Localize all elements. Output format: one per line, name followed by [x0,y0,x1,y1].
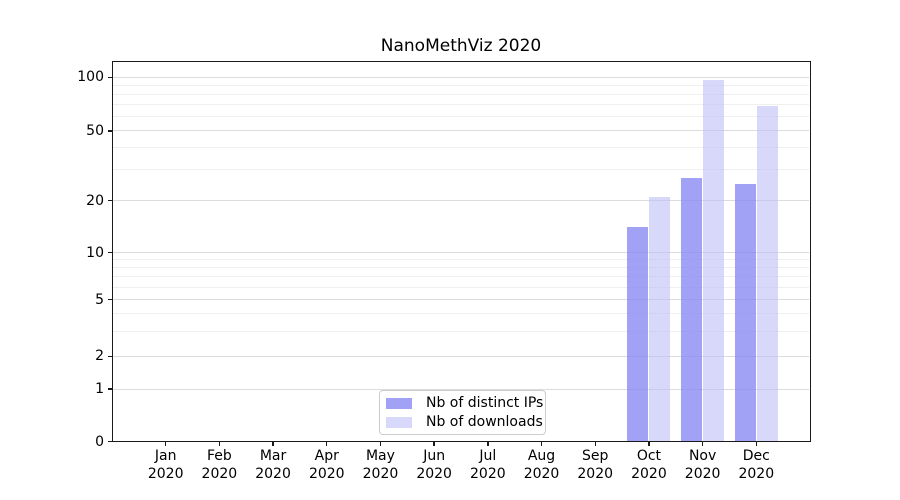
legend-label-distinct-ips: Nb of distinct IPs [426,395,544,411]
legend-item-distinct-ips: Nb of distinct IPs [386,394,544,412]
x-axis-tick-label: Nov 2020 [684,448,721,482]
x-axis-tick-label: Apr 2020 [308,448,345,482]
y-tick-mark [108,441,112,443]
gridline-major [113,200,809,202]
legend-swatch-downloads [386,416,412,428]
y-tick-mark [108,76,112,78]
y-axis-tick-label: 1 [95,381,104,398]
gridline-major [113,252,809,254]
gridline-major [113,388,809,390]
x-tick-mark [272,441,274,446]
gridline-minor [113,116,809,118]
x-axis-tick-label: Jan 2020 [147,448,184,482]
gridline-minor [113,267,809,269]
x-axis-tick-label: Oct 2020 [631,448,667,482]
x-axis-tick-label: Mar 2020 [255,448,291,482]
y-axis-tick-label: 20 [86,192,104,209]
gridline-minor [113,313,809,315]
x-axis-tick-label: Sep 2020 [577,448,614,482]
gridline-minor [113,259,809,261]
y-tick-mark [108,388,112,390]
y-axis-tick-label: 0 [95,433,104,450]
gridline-major [113,299,809,301]
bar-distinct-ips-dec-2020 [734,183,756,441]
x-axis-tick-label: Jun 2020 [416,448,452,482]
x-tick-mark [701,441,704,446]
gridline-major [113,355,809,357]
gridline-major [113,130,809,132]
x-axis-tick-label: Aug 2020 [523,448,560,482]
gridline-minor [113,147,809,149]
legend-item-downloads: Nb of downloads [386,413,543,431]
x-tick-mark [487,441,489,446]
x-tick-mark [648,441,650,446]
y-tick-mark [108,251,112,254]
legend-swatch-distinct-ips [386,397,412,409]
x-tick-mark [164,441,167,446]
chart-title: NanoMethViz 2020 [380,36,542,56]
bar-downloads-oct-2020 [649,196,671,441]
bar-distinct-ips-oct-2020 [627,227,649,441]
x-tick-mark [433,441,435,446]
y-tick-mark [108,199,112,202]
bar-distinct-ips-nov-2020 [681,177,703,441]
x-tick-mark [540,441,543,446]
x-tick-mark [594,441,596,446]
gridline-minor [113,94,809,96]
legend: Nb of distinct IPs Nb of downloads [379,390,546,435]
bar-downloads-dec-2020 [756,106,778,441]
x-axis-tick-label: Jul 2020 [470,448,506,482]
gridline-minor [113,276,809,278]
gridline-minor [113,169,809,171]
gridline-minor [113,84,809,86]
x-axis-tick-label: Dec 2020 [738,448,775,482]
gridline-major [113,76,809,78]
y-tick-mark [108,299,112,301]
y-tick-mark [108,355,112,358]
x-axis-tick-label: Feb 2020 [201,448,238,482]
x-axis-tick-label: May 2020 [362,448,399,482]
x-tick-mark [379,441,382,446]
gridline-minor [113,286,809,288]
x-tick-mark [326,441,328,446]
y-axis-tick-label: 10 [86,244,104,261]
x-tick-mark [755,441,757,446]
gridline-minor [113,104,809,106]
x-tick-mark [218,441,221,446]
y-axis-tick-label: 5 [95,291,104,308]
y-axis-tick-label: 50 [86,122,104,139]
plot-border [112,61,811,442]
y-axis-tick-label: 100 [77,69,104,86]
y-tick-mark [108,130,112,132]
legend-label-downloads: Nb of downloads [426,414,543,430]
gridline-minor [113,330,809,332]
y-axis-tick-label: 2 [95,348,104,365]
bar-downloads-nov-2020 [703,79,725,441]
